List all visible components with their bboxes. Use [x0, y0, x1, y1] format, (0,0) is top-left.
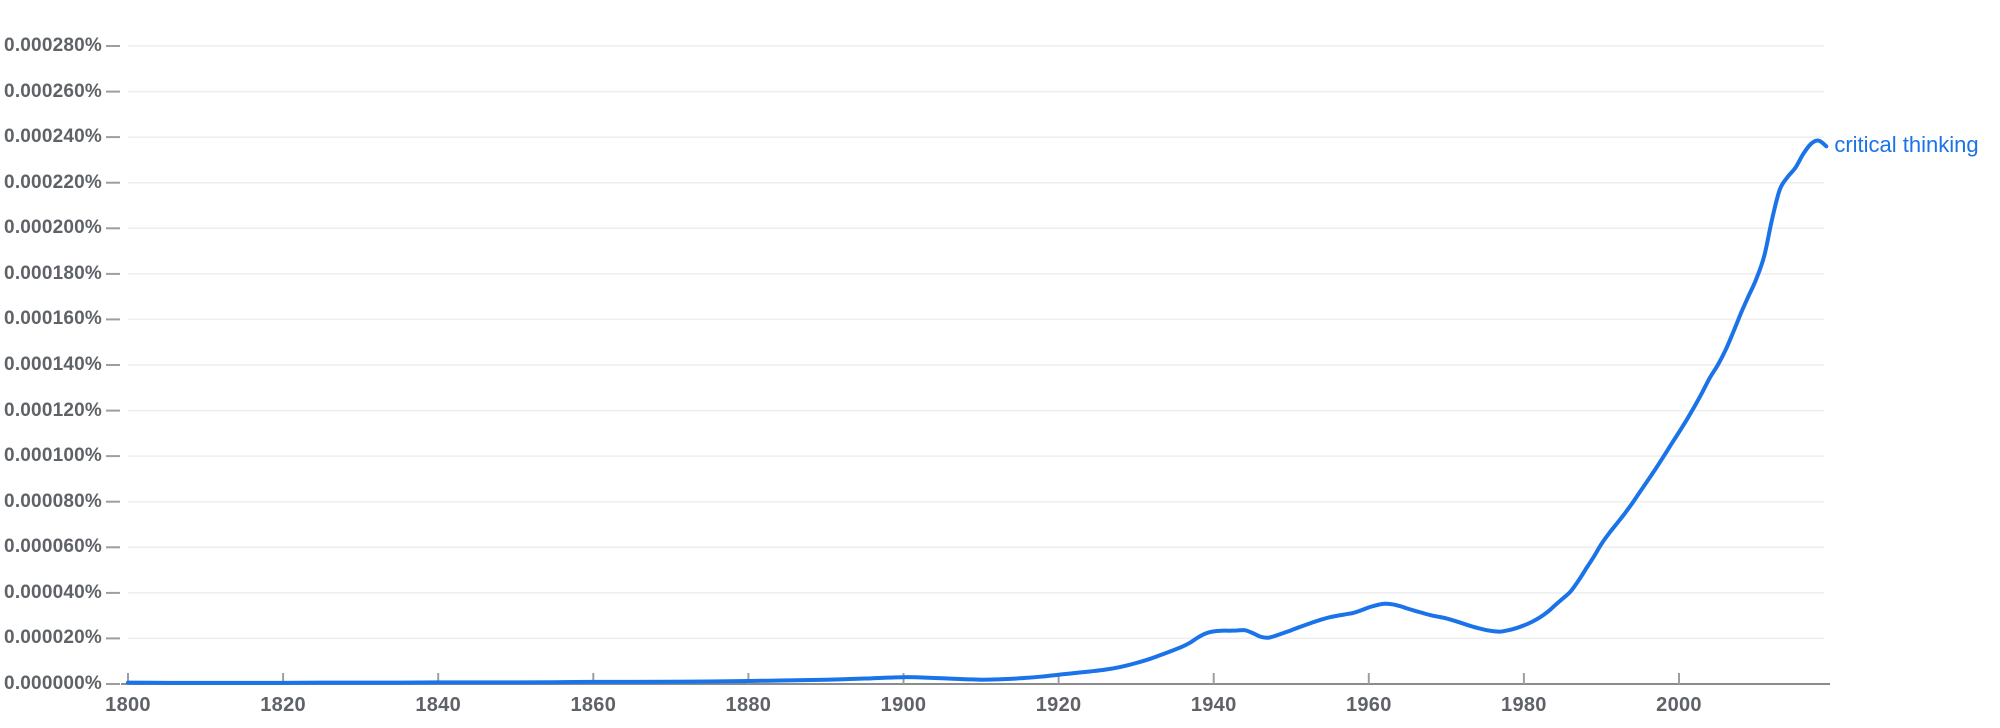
x-axis-label: 1960: [1345, 694, 1392, 716]
y-axis-label: 0.000140%: [4, 354, 102, 375]
y-axis-label: 0.000220%: [4, 171, 102, 193]
series-line-critical-thinking[interactable]: [126, 138, 1829, 685]
y-axis-label: 0.000160%: [4, 308, 102, 330]
y-axis-label: 0.000200%: [4, 217, 102, 239]
y-axis-label: 0.000040%: [4, 581, 102, 603]
x-axis-label: 1840: [415, 694, 462, 716]
series-label-critical-thinking[interactable]: critical thinking: [1834, 132, 1979, 158]
x-axis-label: 1900: [880, 694, 927, 716]
y-axis-label: 0.000180%: [4, 262, 102, 284]
x-axis-label: 1860: [570, 694, 617, 716]
y-axis-label: 0.000080%: [4, 490, 102, 512]
y-axis-label: 0.000280%: [4, 35, 102, 56]
y-axis-label: 0.000100%: [4, 445, 102, 467]
x-axis-label: 1920: [1035, 694, 1082, 716]
x-axis-label: 1880: [725, 694, 772, 716]
y-axis-label: 0.000000%: [4, 673, 102, 694]
y-axis-label: 0.000120%: [4, 399, 102, 421]
x-axis-label: 1800: [105, 694, 151, 716]
y-axis-label: 0.000020%: [4, 627, 102, 649]
y-axis-label: 0.000260%: [4, 80, 102, 102]
x-axis-label: 2000: [1656, 694, 1702, 716]
x-axis-label: 1820: [260, 694, 306, 716]
x-axis-label: 1980: [1501, 694, 1547, 716]
y-axis-label: 0.000060%: [4, 536, 102, 558]
x-axis-label: 1940: [1190, 694, 1237, 716]
y-axis-label: 0.000240%: [4, 126, 102, 148]
